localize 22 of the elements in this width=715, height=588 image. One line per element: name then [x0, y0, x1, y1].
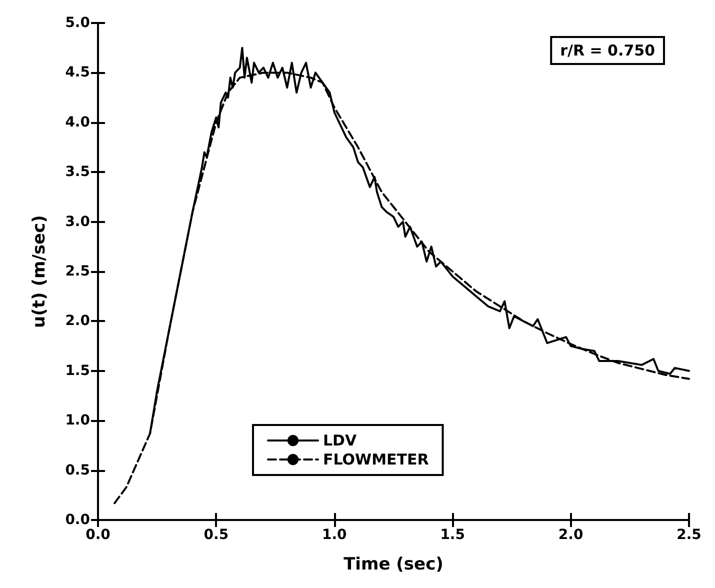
legend-label: LDV [323, 432, 358, 450]
y-tick-label: 0.0 [65, 512, 90, 528]
y-tick-label: 4.5 [65, 64, 90, 81]
y-tick-label: 3.5 [65, 164, 90, 180]
annotation: r/R = 0.750 [560, 42, 656, 60]
x-tick-label: 0.0 [86, 527, 111, 543]
legend-label: FLOWMETER [323, 450, 430, 468]
x-tick-label: 1.0 [322, 527, 348, 543]
x-tick-label: 0.5 [204, 527, 229, 543]
x-axis-title: Time (sec) [344, 554, 444, 574]
y-tick-label: 2.0 [65, 313, 90, 330]
y-tick-label: 1.0 [65, 412, 90, 429]
y-tick-label: 3.0 [65, 214, 90, 230]
y-tick-label: 2.5 [65, 264, 90, 280]
x-tick-label: 1.5 [440, 527, 466, 543]
y-tick-label: 4.0 [65, 114, 90, 130]
y-axis-title: u(t) (m/sec) [30, 215, 50, 328]
y-tick-label: 1.5 [65, 362, 90, 379]
x-tick-label: 2.0 [558, 527, 584, 543]
x-tick-label: 2.5 [676, 527, 702, 543]
y-tick-label: 0.5 [65, 462, 90, 478]
y-tick-label: 5.0 [65, 15, 90, 31]
